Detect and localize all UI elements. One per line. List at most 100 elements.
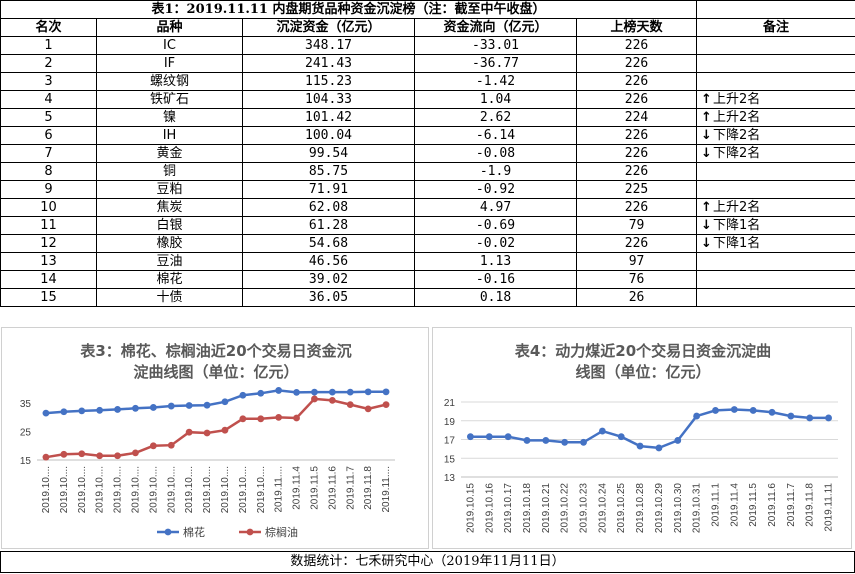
cell-capital: 104.33 <box>242 90 415 109</box>
cell-name: 镍 <box>96 108 243 127</box>
cell-days: 26 <box>575 288 698 307</box>
y-tick-label: 15 <box>20 456 32 467</box>
table-row: 7 黄金 99.54 -0.08 226 ↓下降2名 <box>0 144 855 163</box>
data-point <box>149 442 157 450</box>
data-point <box>617 433 625 441</box>
arrow-down-icon: ↓ <box>701 236 712 251</box>
cell-flow: -0.02 <box>414 234 577 253</box>
data-point <box>485 433 493 441</box>
table-row: 14 棉花 39.02 -0.16 76 <box>0 270 855 289</box>
cell-days: 224 <box>575 108 698 127</box>
note-text: 上升2名 <box>713 110 761 125</box>
data-point <box>132 449 139 457</box>
cell-note: ↓下降1名 <box>696 234 855 253</box>
x-tick-label: 2019.10.29 <box>654 483 665 533</box>
legend-label: 棉花 <box>183 525 205 539</box>
cell-note <box>696 288 855 307</box>
x-tick-label: 2019.11.11 <box>824 483 835 532</box>
data-point <box>149 404 157 411</box>
table-row: 12 橡胶 54.68 -0.02 226 ↓下降1名 <box>0 234 855 253</box>
note-text: 上升2名 <box>713 200 761 215</box>
cell-days: 226 <box>575 36 698 55</box>
thermal-coal-chart: 表4：动力煤近20个交易日资金沉淀曲 线图（单位：亿元） 13 15 17 19 21 201… <box>432 327 852 549</box>
data-point <box>221 398 229 406</box>
cell-rank: 4 <box>0 90 97 109</box>
x-tick-label: 2019.11.8 <box>363 466 374 510</box>
y-tick-label: 21 <box>444 398 456 409</box>
cell-rank: 13 <box>0 252 97 271</box>
x-tick-label: 2019.10.18 <box>522 483 533 533</box>
y-tick-label: 35 <box>20 399 32 410</box>
y-tick-label: 15 <box>444 454 456 465</box>
data-point <box>523 437 531 444</box>
header-flow: 资金流向（亿元） <box>414 18 577 37</box>
cell-rank: 7 <box>0 144 97 163</box>
table-row: 13 豆油 46.56 1.13 97 <box>0 252 855 271</box>
table-row: 9 豆粕 71.91 -0.92 225 <box>0 180 855 199</box>
y-tick-label: 17 <box>444 436 456 447</box>
data-point <box>787 412 795 420</box>
chart-title-line: 线图（单位：亿元） <box>575 363 710 381</box>
cell-name: 焦炭 <box>96 198 243 217</box>
note-text: 下降1名 <box>713 236 761 251</box>
x-tick-label: 2019.11.5 <box>748 483 759 527</box>
series-line-1 <box>45 397 387 459</box>
data-point <box>768 408 776 416</box>
x-tick-label: 2019.11.... <box>381 466 392 513</box>
chart-title-line: 表3：棉花、棕榈油近20个交易日资金沉 <box>80 342 351 360</box>
data-point <box>96 452 104 460</box>
cell-name: IC <box>96 36 243 55</box>
cell-days: 76 <box>575 270 698 289</box>
y-tick-label: 19 <box>444 417 456 428</box>
cell-flow: -0.08 <box>414 144 577 163</box>
x-tick-label: 2019.10.... <box>77 466 88 513</box>
cell-capital: 36.05 <box>242 288 415 307</box>
chart-title-line: 表4：动力煤近20个交易日资金沉淀曲 <box>515 342 771 360</box>
data-point <box>96 406 104 414</box>
cell-capital: 115.23 <box>242 72 415 91</box>
cell-capital: 101.42 <box>242 108 415 127</box>
arrow-up-icon: ↑ <box>701 110 712 125</box>
ranking-table: 表1：2019.11.11 内盘期货品种资金沉淀榜（注：截至中午收盘） 名次 品… <box>0 0 855 307</box>
arrow-down-icon: ↓ <box>701 128 712 143</box>
y-tick-label: 25 <box>20 428 32 439</box>
cell-note <box>696 270 855 289</box>
cell-rank: 12 <box>0 234 97 253</box>
cell-rank: 1 <box>0 36 97 55</box>
cell-capital: 85.75 <box>242 162 415 181</box>
cell-note: ↓下降2名 <box>696 144 855 163</box>
data-point <box>693 412 701 420</box>
x-tick-label: 2019.10.... <box>184 466 195 513</box>
cell-flow: -0.92 <box>414 180 577 199</box>
x-tick-label: 2019.10.... <box>59 466 70 513</box>
cell-capital: 99.54 <box>242 144 415 163</box>
cell-note: ↑上升2名 <box>696 90 855 109</box>
cell-days: 97 <box>575 252 698 271</box>
data-point <box>346 401 354 409</box>
cell-note <box>696 162 855 181</box>
cotton-palm-oil-chart: 表3：棉花、棕榈油近20个交易日资金沉 淀曲线图（单位：亿元） 15 25 35 2019… <box>1 327 429 549</box>
cell-capital: 54.68 <box>242 234 415 253</box>
x-tick-label: 2019.10.23 <box>579 483 590 533</box>
x-tick-label: 2019.11.8 <box>805 483 816 527</box>
x-tick-label: 2019.10.31 <box>692 483 703 533</box>
data-point <box>239 391 247 399</box>
arrow-up-icon: ↑ <box>701 92 712 107</box>
cell-rank: 10 <box>0 198 97 217</box>
data-point <box>114 452 121 460</box>
table-title-spare-cell[interactable] <box>696 0 855 19</box>
cell-note: ↓下降2名 <box>696 126 855 145</box>
data-point <box>185 402 193 409</box>
x-tick-label: 2019.10.25 <box>616 483 627 533</box>
note-text: 下降2名 <box>713 146 761 161</box>
data-point <box>328 396 336 404</box>
data-point <box>364 405 372 413</box>
cell-days: 226 <box>575 90 698 109</box>
x-tick-label: 2019.10.16 <box>484 483 495 533</box>
cell-days: 226 <box>575 162 698 181</box>
cell-flow: 0.18 <box>414 288 577 307</box>
data-point <box>311 395 318 403</box>
x-tick-label: 2019.10.... <box>148 466 159 513</box>
data-point <box>328 388 336 396</box>
cell-flow: -6.14 <box>414 126 577 145</box>
